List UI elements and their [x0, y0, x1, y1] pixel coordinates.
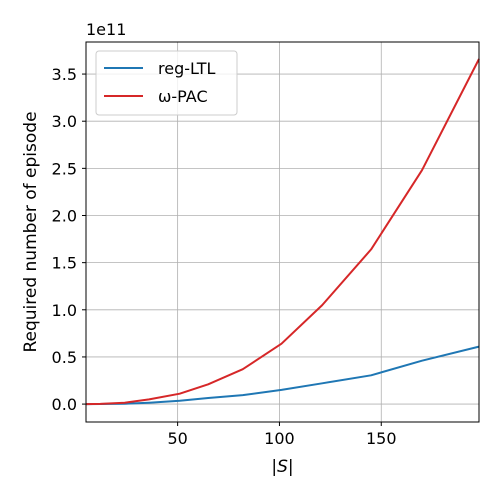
- series-line-1: [85, 58, 480, 406]
- y-tick-label: 2.0: [52, 206, 77, 225]
- series-line-0: [85, 345, 480, 406]
- tick-layer: 50 100 150 0.0 0.5 1.0 1.5 2.0 2.5 3.0 3.5: [52, 65, 397, 448]
- x-tick-label: 50: [167, 429, 187, 448]
- y-axis-label: Required number of episode: [21, 111, 41, 352]
- y-tick-label: 3.5: [52, 65, 77, 84]
- legend-label-reg-ltl: reg-LTL: [158, 59, 215, 78]
- x-tick-label: 150: [366, 429, 397, 448]
- y-tick-label: 0.5: [52, 348, 77, 367]
- plot-frame: [85, 41, 480, 423]
- y-tick-label: 1.5: [52, 254, 77, 273]
- legend-label-omega-pac: ω-PAC: [158, 87, 208, 106]
- y-axis-multiplier: 1e11: [86, 20, 126, 39]
- y-tick-label: 0.0: [52, 395, 77, 414]
- x-tick-label: 100: [264, 429, 295, 448]
- series-layer: [85, 58, 480, 406]
- x-axis-label: |S|: [271, 457, 293, 477]
- y-tick-label: 1.0: [52, 301, 77, 320]
- legend: reg-LTL ω-PAC: [95, 50, 238, 116]
- y-tick-label: 3.0: [52, 112, 77, 131]
- y-tick-label: 2.5: [52, 159, 77, 178]
